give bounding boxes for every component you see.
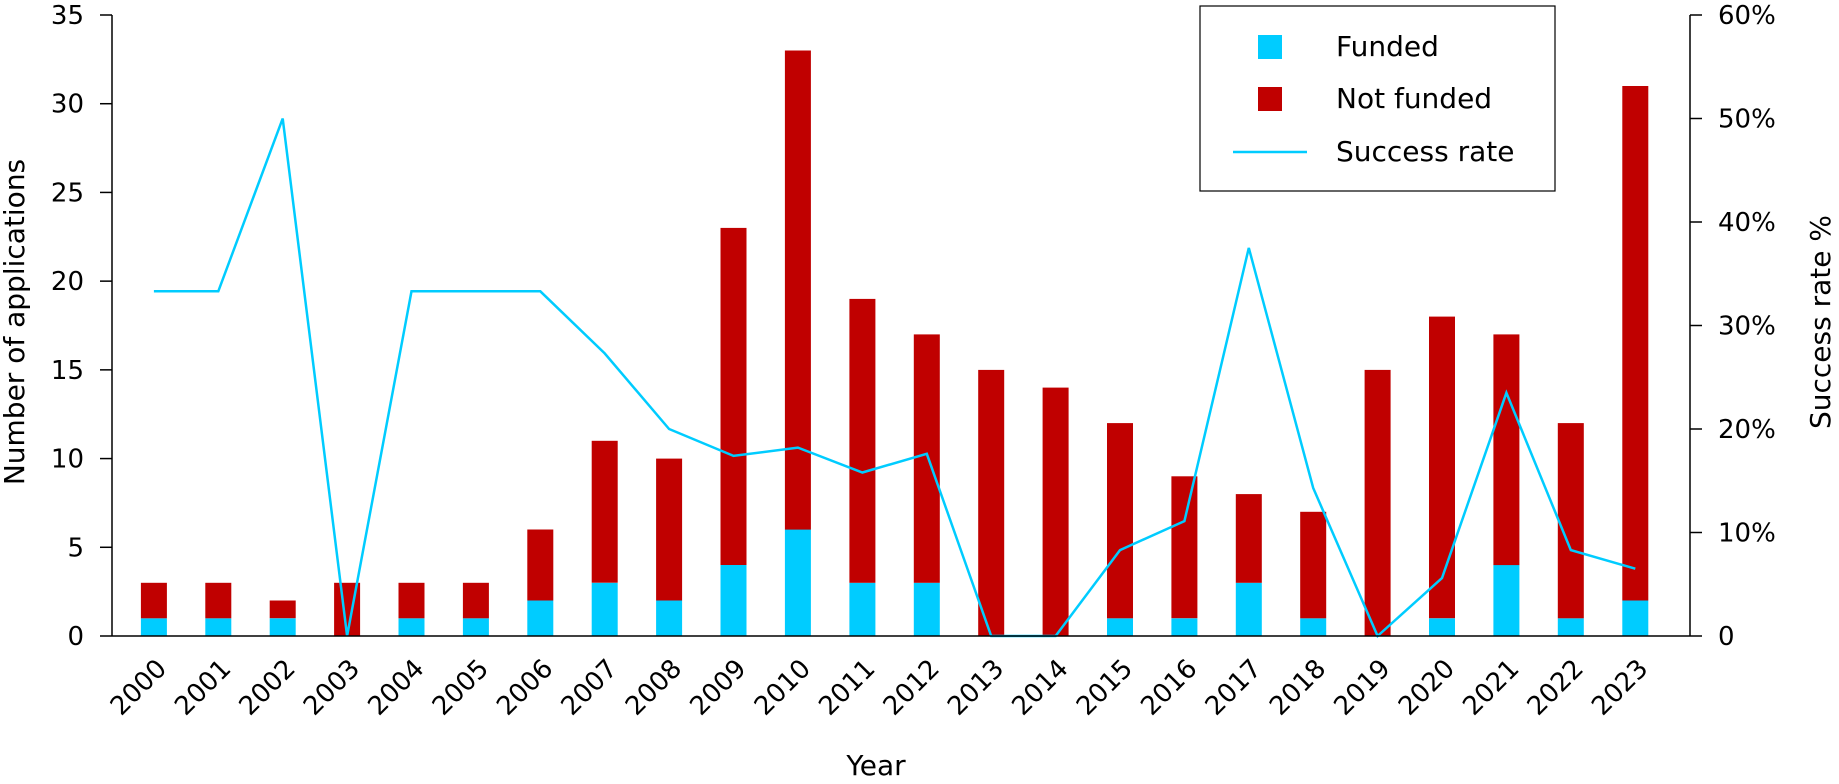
bar-funded-2007 (591, 582, 618, 636)
x-tick-label-2011: 2011 (813, 654, 881, 722)
bar-funded-2021 (1493, 565, 1520, 636)
bar-funded-2015 (1107, 618, 1133, 636)
x-tick-label-2001: 2001 (169, 654, 237, 722)
y-left-tick-label-0: 0 (67, 622, 84, 652)
x-tick-label-2014: 2014 (1007, 654, 1075, 722)
bar-not-funded-2017 (1235, 494, 1262, 583)
x-tick-label-2023: 2023 (1586, 654, 1654, 722)
y-right-tick-label-10: 10% (1718, 519, 1776, 549)
x-tick-label-2009: 2009 (684, 654, 752, 722)
x-tick-label-2006: 2006 (491, 654, 559, 722)
x-tick-label-2012: 2012 (878, 654, 946, 722)
x-tick-label-2008: 2008 (620, 654, 688, 722)
legend-label-funded: Funded (1336, 30, 1439, 63)
bar-funded-2018 (1300, 618, 1327, 636)
bar-not-funded-2011 (849, 298, 876, 583)
bar-not-funded-2001 (205, 582, 232, 619)
bar-funded-2009 (720, 565, 747, 636)
bar-funded-2000 (140, 618, 167, 636)
x-axis-ticks: 2000200120022003200420052006200720082009… (105, 654, 1654, 722)
y-left-tick-label-25: 25 (51, 178, 84, 208)
bar-not-funded-2022 (1557, 423, 1584, 619)
y-left-tick-label-35: 35 (51, 1, 84, 31)
bar-funded-2012 (913, 582, 940, 636)
bar-not-funded-2020 (1429, 316, 1455, 619)
bar-not-funded-2004 (398, 582, 425, 619)
y-right-tick-label-20: 20% (1718, 415, 1776, 445)
x-tick-label-2003: 2003 (298, 654, 366, 722)
legend-label-not-funded: Not funded (1336, 82, 1492, 115)
bar-funded-2008 (656, 600, 683, 636)
x-tick-label-2021: 2021 (1457, 654, 1525, 722)
x-tick-label-2016: 2016 (1135, 654, 1203, 722)
x-tick-label-2022: 2022 (1522, 654, 1590, 722)
bar-not-funded-2013 (978, 369, 1005, 636)
y-right-tick-label-60: 60% (1718, 1, 1776, 31)
y-axis-left-title: Number of applications (0, 159, 31, 485)
x-tick-label-2000: 2000 (105, 654, 173, 722)
bar-not-funded-2007 (591, 440, 618, 583)
y-right-tick-label-0: 0 (1718, 622, 1735, 652)
bar-funded-2022 (1557, 618, 1584, 636)
bar-funded-2020 (1429, 618, 1455, 636)
bar-funded-2016 (1171, 618, 1198, 636)
bar-not-funded-2008 (656, 458, 683, 601)
x-tick-label-2019: 2019 (1329, 654, 1397, 722)
x-tick-label-2007: 2007 (556, 654, 624, 722)
bar-not-funded-2014 (1042, 387, 1069, 636)
y-right-tick-label-30: 30% (1718, 312, 1776, 342)
bars-layer (140, 50, 1649, 636)
x-axis-title: Year (845, 749, 906, 782)
bar-funded-2001 (205, 618, 232, 636)
x-tick-label-2015: 2015 (1071, 654, 1139, 722)
bar-not-funded-2010 (784, 50, 811, 530)
x-tick-label-2005: 2005 (427, 654, 495, 722)
y-right-tick-label-40: 40% (1718, 208, 1776, 238)
success-rate-line (153, 118, 1636, 639)
bar-not-funded-2023 (1622, 86, 1649, 601)
x-tick-label-2013: 2013 (942, 654, 1010, 722)
legend-swatch-not-funded (1258, 87, 1282, 111)
x-tick-label-2020: 2020 (1393, 654, 1461, 722)
y-right-tick-label-50: 50% (1718, 105, 1776, 135)
bar-not-funded-2019 (1364, 369, 1391, 636)
y-left-tick-label-15: 15 (51, 356, 84, 386)
y-left-tick-label-5: 5 (67, 533, 84, 563)
bar-not-funded-2012 (913, 334, 940, 583)
bar-funded-2023 (1622, 600, 1649, 636)
y-axis-right-title: Success rate % (1804, 215, 1837, 429)
y-left-tick-label-30: 30 (51, 90, 84, 120)
bar-funded-2006 (527, 600, 554, 636)
x-tick-label-2004: 2004 (362, 654, 430, 722)
success-rate-line-layer (153, 118, 1636, 639)
bar-not-funded-2005 (462, 582, 489, 619)
y-left-tick-label-10: 10 (51, 445, 84, 475)
bar-funded-2010 (784, 529, 811, 636)
x-tick-label-2010: 2010 (749, 654, 817, 722)
bar-not-funded-2021 (1493, 334, 1520, 566)
x-tick-label-2017: 2017 (1200, 654, 1268, 722)
bar-not-funded-2002 (269, 600, 296, 619)
y-axis-left-ticks: 0 5 10 15 20 25 30 35 (51, 1, 112, 652)
bar-not-funded-2006 (527, 529, 554, 601)
y-axis-right-ticks: 0 10% 20% 30% 40% 50% 60% (1690, 1, 1776, 652)
legend-label-success-rate: Success rate (1336, 135, 1515, 168)
bar-not-funded-2000 (140, 582, 167, 619)
legend-swatch-funded (1258, 35, 1282, 59)
bar-funded-2005 (462, 618, 489, 636)
bar-not-funded-2015 (1107, 423, 1133, 619)
x-tick-label-2002: 2002 (234, 654, 302, 722)
bar-not-funded-2016 (1171, 476, 1198, 619)
x-tick-label-2018: 2018 (1264, 654, 1332, 722)
y-left-tick-label-20: 20 (51, 267, 84, 297)
bar-funded-2004 (398, 618, 425, 636)
bar-funded-2017 (1235, 582, 1262, 636)
bar-funded-2011 (849, 582, 876, 636)
bar-not-funded-2009 (720, 227, 747, 565)
bar-funded-2002 (269, 618, 296, 636)
legend: Funded Not funded Success rate (1199, 5, 1556, 192)
bar-not-funded-2018 (1300, 511, 1327, 619)
